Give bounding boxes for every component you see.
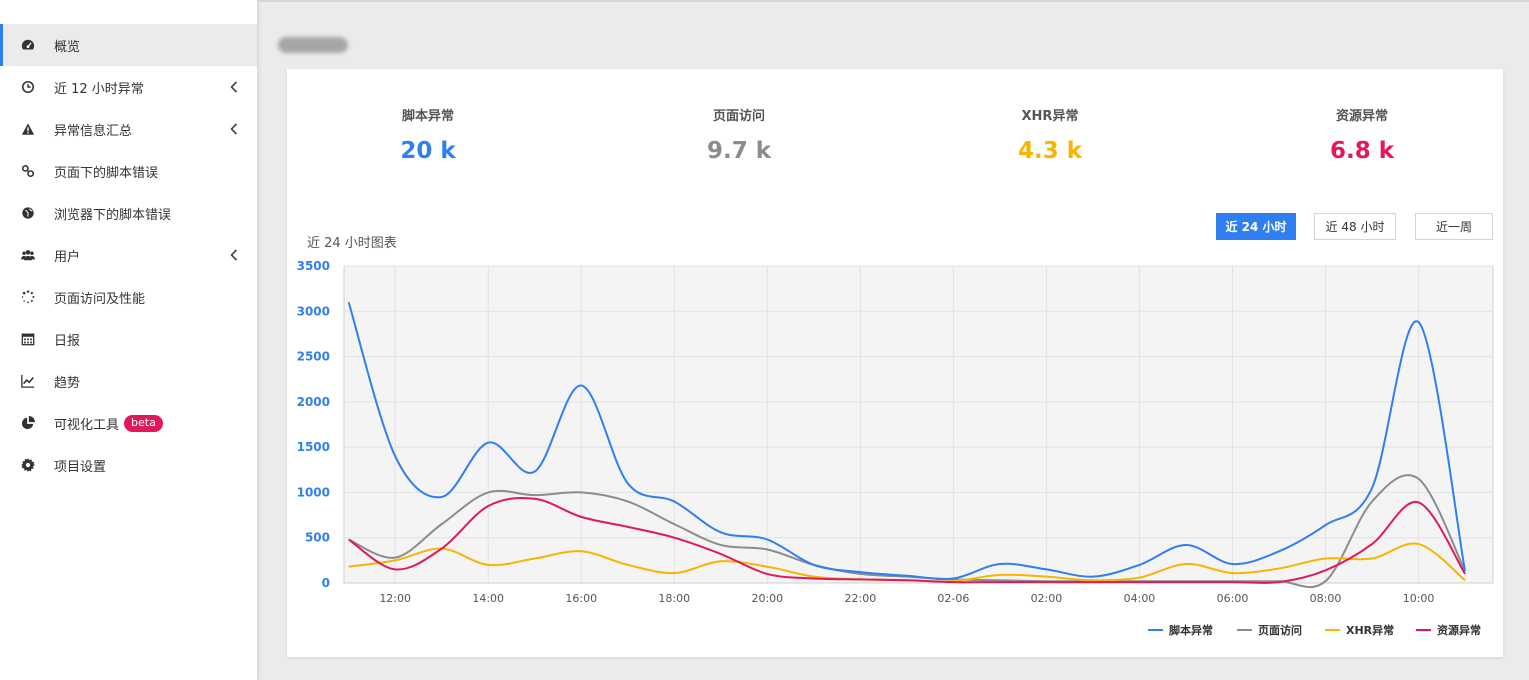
stats-row: 脚本异常 20 k 页面访问 9.7 k XHR异常 4.3 k 资源异常 6.…: [287, 69, 1503, 189]
sidebar-item-4[interactable]: 浏览器下的脚本错误: [0, 192, 257, 234]
chevron-left-icon[interactable]: [229, 121, 239, 137]
sidebar-item-3[interactable]: 页面下的脚本错误: [0, 150, 257, 192]
y-tick-label: 2500: [297, 350, 330, 364]
x-tick-label: 02-06: [937, 592, 969, 605]
stat-label: 脚本异常: [401, 109, 454, 124]
stat-value: 20 k: [400, 138, 456, 164]
y-tick-label: 0: [322, 576, 330, 590]
calendar-icon: [20, 331, 36, 347]
redacted-breadcrumb: [278, 37, 348, 53]
nav-list: 概览近 12 小时异常 异常信息汇总页面下的脚本错误 浏览器下的脚本错误 用户页面访问…: [0, 24, 257, 486]
sidebar-item-label: 日报: [54, 333, 81, 349]
gear-icon: [20, 457, 36, 473]
users-icon: [20, 247, 36, 263]
link-icon: [20, 163, 36, 179]
sidebar: 概览近 12 小时异常 异常信息汇总页面下的脚本错误 浏览器下的脚本错误 用户页面访问…: [0, 0, 258, 680]
stat-script-errors: 脚本异常 20 k: [328, 105, 528, 164]
x-tick-label: 04:00: [1124, 592, 1156, 605]
y-tick-label: 3000: [297, 304, 330, 318]
sidebar-item-6[interactable]: 页面访问及性能: [0, 276, 257, 318]
stat-value: 6.8 k: [1329, 138, 1395, 164]
range-48h-button[interactable]: 近 48 小时: [1314, 213, 1396, 240]
chevron-left-icon[interactable]: [229, 79, 239, 95]
sidebar-item-label: 页面访问及性能: [54, 291, 146, 307]
x-tick-label: 08:00: [1310, 592, 1342, 605]
main-area: 脚本异常 20 k 页面访问 9.7 k XHR异常 4.3 k 资源异常 6.…: [258, 0, 1529, 680]
dashboard-icon: [20, 37, 36, 53]
sidebar-item-10[interactable]: 项目设置: [0, 444, 257, 486]
stat-xhr-errors: XHR异常 4.3 k: [950, 105, 1150, 164]
sidebar-item-label: 概览: [54, 39, 81, 55]
stat-resource-errors: 资源异常 6.8 k: [1262, 105, 1462, 164]
series-line-3: [348, 496, 1466, 584]
sidebar-item-7[interactable]: 日报: [0, 318, 257, 360]
y-tick-label: 2000: [297, 395, 330, 409]
x-tick-label: 14:00: [472, 592, 504, 605]
sidebar-item-label: 近 12 小时异常: [54, 81, 144, 97]
stat-page-visits: 页面访问 9.7 k: [639, 105, 839, 164]
stat-label: 资源异常: [1335, 109, 1388, 124]
overview-card: 脚本异常 20 k 页面访问 9.7 k XHR异常 4.3 k 资源异常 6.…: [287, 69, 1503, 657]
chart-title: 近 24 小时图表: [307, 236, 397, 251]
globe-icon: [20, 205, 36, 221]
y-tick-label: 1000: [297, 485, 330, 499]
stat-label: XHR异常: [1021, 109, 1079, 124]
stat-value: 9.7 k: [706, 138, 772, 164]
plot-area: [343, 265, 1494, 584]
sidebar-item-5[interactable]: 用户: [0, 234, 257, 276]
x-tick-label: 02:00: [1031, 592, 1063, 605]
range-week-button[interactable]: 近一周: [1415, 213, 1493, 240]
line-chart-icon: [20, 373, 36, 389]
x-tick-label: 18:00: [658, 592, 690, 605]
sidebar-item-label: 用户: [54, 249, 81, 265]
sidebar-item-label: 异常信息汇总: [54, 123, 133, 139]
series-line-0: [347, 301, 1467, 581]
range-24h-button[interactable]: 近 24 小时: [1216, 213, 1296, 240]
sidebar-item-0[interactable]: 概览: [0, 24, 257, 66]
sidebar-item-9[interactable]: 可视化工具 beta: [0, 402, 257, 444]
sidebar-item-2[interactable]: 异常信息汇总: [0, 108, 257, 150]
legend-label: 脚本异常: [1169, 623, 1213, 637]
sidebar-item-8[interactable]: 趋势: [0, 360, 257, 402]
y-tick-label: 3500: [297, 259, 330, 273]
sidebar-item-label: 页面下的脚本错误: [54, 165, 159, 181]
stat-label: 页面访问: [712, 109, 765, 124]
sidebar-item-label: 可视化工具: [54, 417, 120, 433]
warning-icon: [20, 121, 36, 137]
sidebar-item-1[interactable]: 近 12 小时异常: [0, 66, 257, 108]
x-tick-label: 22:00: [845, 592, 877, 605]
legend-label: 页面访问: [1258, 623, 1302, 637]
x-tick-label: 10:00: [1403, 592, 1435, 605]
sidebar-top-spacer: [0, 0, 257, 24]
chevron-left-icon[interactable]: [229, 247, 239, 263]
pie-chart-icon: [20, 415, 36, 431]
x-tick-label: 20:00: [751, 592, 783, 605]
top-strip: [258, 0, 1529, 2]
legend-label: XHR异常: [1346, 623, 1394, 637]
y-tick-label: 1500: [297, 440, 330, 454]
sidebar-item-label: 趋势: [54, 375, 81, 391]
clock-icon: [20, 79, 36, 95]
x-tick-label: 16:00: [565, 592, 597, 605]
y-tick-label: 500: [305, 531, 330, 545]
sidebar-item-label: 浏览器下的脚本错误: [54, 207, 172, 223]
line-chart: 0 500 1000 1500 2000 2500 3000 3500 12:00 14:00 16…: [297, 259, 1494, 637]
x-tick-label: 12:00: [379, 592, 411, 605]
legend-label: 资源异常: [1437, 623, 1481, 637]
sidebar-item-label: 项目设置: [54, 459, 107, 475]
x-tick-label: 06:00: [1217, 592, 1249, 605]
beta-badge: beta: [124, 414, 163, 432]
stat-value: 4.3 k: [1017, 138, 1083, 164]
spinner-icon: [20, 289, 36, 305]
